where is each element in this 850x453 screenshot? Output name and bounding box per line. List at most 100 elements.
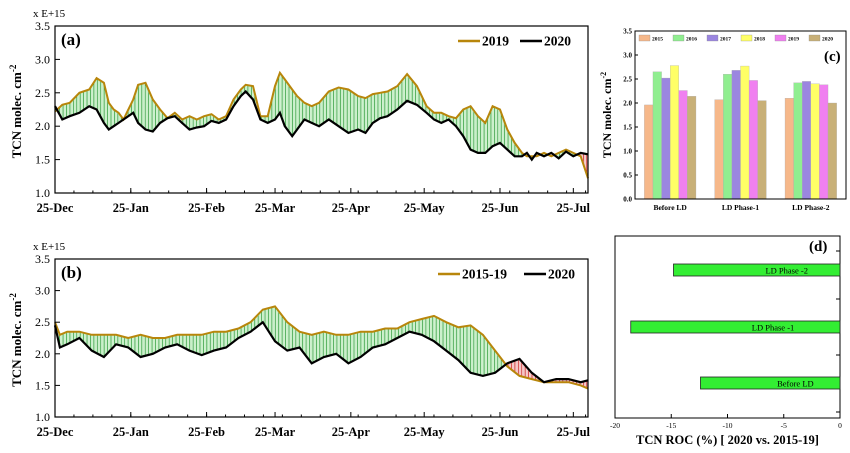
- fill-band: [392, 88, 394, 114]
- chart-panel-d: Before LD LD Phase -1 LD Phase -2 -20 -15 -10…: [610, 235, 842, 447]
- fill-band: [293, 327, 295, 350]
- fill-band: [512, 138, 514, 156]
- bar-2015-2: [784, 98, 794, 200]
- y-tick-label: 2.5: [623, 76, 632, 84]
- fill-band: [77, 331, 79, 339]
- fill-band: [393, 328, 395, 340]
- fill-band: [138, 334, 141, 357]
- fill-band: [350, 91, 353, 133]
- fill-band: [410, 321, 413, 333]
- fill-band: [402, 77, 405, 105]
- fill-band: [265, 308, 267, 329]
- fill-band: [77, 93, 79, 114]
- fill-band: [70, 331, 73, 343]
- fill-band: [434, 316, 437, 343]
- fill-band: [108, 334, 110, 353]
- legend-label-2017: 2017: [720, 37, 731, 43]
- fill-band: [242, 325, 245, 336]
- fill-band: [236, 328, 238, 340]
- series-line-2015-19: [54, 305, 589, 390]
- bar-2015-1: [714, 99, 724, 200]
- fill-band: [118, 335, 121, 346]
- bar-2020-1: [757, 100, 767, 200]
- fill-band: [90, 334, 93, 351]
- bar-2016-1: [723, 74, 733, 200]
- fill-band: [400, 326, 402, 337]
- fill-band: [417, 319, 419, 335]
- series-line-2020: [54, 89, 589, 162]
- fill-band: [448, 322, 450, 354]
- fill-band: [176, 334, 178, 345]
- fill-band: [194, 334, 197, 354]
- fill-band: [278, 73, 281, 115]
- fill-band: [105, 334, 107, 356]
- fill-band: [98, 79, 101, 117]
- fill-band: [386, 328, 389, 344]
- bar-label: LD Phase -2: [765, 266, 808, 276]
- fill-band: [193, 334, 195, 353]
- fill-band: [149, 92, 151, 132]
- fill-band: [262, 309, 265, 325]
- series-line-2019: [54, 70, 589, 179]
- bar-2: [673, 263, 841, 277]
- legend-label-2020: 2020: [548, 267, 575, 282]
- fill-band: [286, 82, 289, 131]
- y-tick-label: 2.0: [35, 119, 50, 133]
- fill-band: [357, 95, 359, 130]
- fill-band: [182, 334, 185, 348]
- panel-label: (d): [809, 239, 827, 255]
- fill-band: [437, 112, 439, 122]
- fill-band: [413, 81, 415, 104]
- fill-band: [437, 317, 439, 345]
- fill-band: [284, 318, 286, 350]
- fill-band: [204, 115, 206, 127]
- fill-band: [140, 334, 142, 357]
- fill-band: [374, 93, 377, 122]
- fill-band: [128, 337, 130, 349]
- fill-band: [206, 115, 209, 125]
- fill-band: [194, 118, 197, 129]
- x-tick-label: 25-Jun: [482, 201, 519, 215]
- fill-band: [276, 79, 278, 118]
- fill-band: [450, 324, 453, 356]
- legend-swatch-2016: [672, 34, 685, 42]
- fill-band: [193, 118, 195, 129]
- fill-band: [498, 108, 501, 144]
- fill-band: [104, 334, 106, 357]
- fill-band: [520, 359, 522, 377]
- fill-band: [97, 334, 99, 355]
- fill-band: [94, 334, 97, 354]
- fill-band: [302, 332, 305, 354]
- fill-band: [73, 97, 75, 115]
- legend-label-2018: 2018: [754, 37, 765, 43]
- x-tick-label: -5: [781, 421, 787, 430]
- fill-band: [140, 83, 142, 127]
- fill-band: [374, 330, 377, 347]
- chart-panel-c: TCN molec. cm-2 Before LD LD Phase-1 LD Pha…: [600, 28, 847, 212]
- fill-band: [494, 107, 497, 146]
- fill-band: [132, 336, 134, 352]
- fill-band: [200, 334, 202, 356]
- fill-band: [289, 323, 291, 351]
- fill-band: [492, 346, 494, 374]
- fill-band: [381, 92, 383, 118]
- fill-band: [485, 338, 487, 376]
- fill-band: [485, 119, 487, 153]
- x-tick-label: 25-Apr: [332, 425, 371, 439]
- fill-band: [426, 317, 429, 339]
- bar-2018-1: [740, 65, 750, 200]
- fill-band: [518, 359, 521, 377]
- fill-band: [112, 107, 114, 128]
- y-tick-label: 2.0: [35, 347, 50, 361]
- x-tick-label: 0: [838, 421, 842, 430]
- fill-band: [210, 114, 213, 122]
- fill-band: [282, 316, 285, 349]
- x-tick-label: 25-Dec: [37, 425, 74, 439]
- fill-band: [444, 114, 446, 122]
- fill-band: [334, 88, 337, 125]
- fill-band: [152, 337, 154, 354]
- plot-frame: [54, 258, 589, 418]
- fill-band: [326, 92, 329, 121]
- y-axis-label: TCN molec. cm-2: [8, 293, 24, 387]
- fill-band: [344, 334, 346, 362]
